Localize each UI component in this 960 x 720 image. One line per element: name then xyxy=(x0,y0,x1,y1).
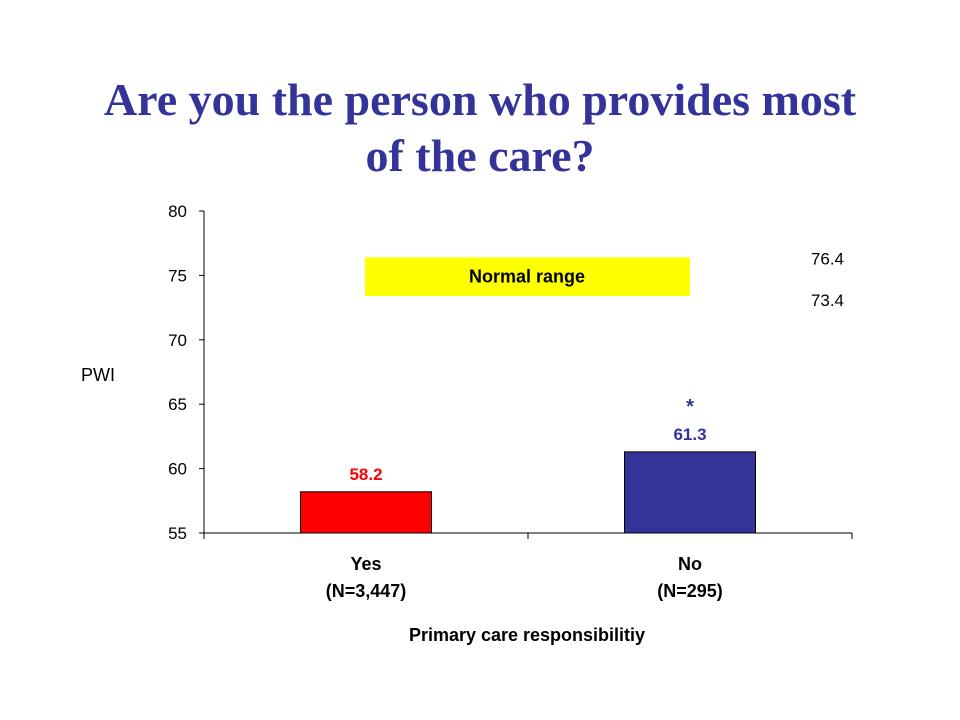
x-category-n-label: (N=295) xyxy=(657,581,723,601)
y-tick-label: 60 xyxy=(168,460,187,479)
normal-range-high-label: 76.4 xyxy=(811,249,844,268)
y-tick-label: 75 xyxy=(168,266,187,285)
x-category-n-label: (N=3,447) xyxy=(326,581,407,601)
x-category-label: Yes xyxy=(350,554,381,574)
y-axis-label: PWI xyxy=(81,365,115,385)
bar-no xyxy=(624,451,756,534)
x-axis-label: Primary care responsibilitiy xyxy=(409,625,645,645)
chart-title-line-2: of the care? xyxy=(365,130,595,181)
chart-title-line-1: Are you the person who provides most xyxy=(103,74,857,125)
bar-yes xyxy=(300,491,432,534)
chart-title: Are you the person who provides most of … xyxy=(0,72,960,184)
normal-range-low-label: 73.4 xyxy=(811,291,844,310)
plot-area: Normal range 76.4 73.4 55 60 65 70 75 80 PWI 58.2 Y… xyxy=(81,202,853,645)
normal-range-band xyxy=(365,257,690,297)
x-category-label: No xyxy=(678,554,702,574)
y-tick-label: 55 xyxy=(168,524,187,543)
y-tick-label: 80 xyxy=(168,202,187,221)
bar-value-label: 58.2 xyxy=(349,465,382,484)
normal-range-label: Normal range xyxy=(469,267,585,287)
significance-marker: * xyxy=(686,396,694,418)
y-tick-label: 65 xyxy=(168,395,187,414)
bar-value-label: 61.3 xyxy=(673,425,706,444)
y-tick-label: 70 xyxy=(168,331,187,350)
